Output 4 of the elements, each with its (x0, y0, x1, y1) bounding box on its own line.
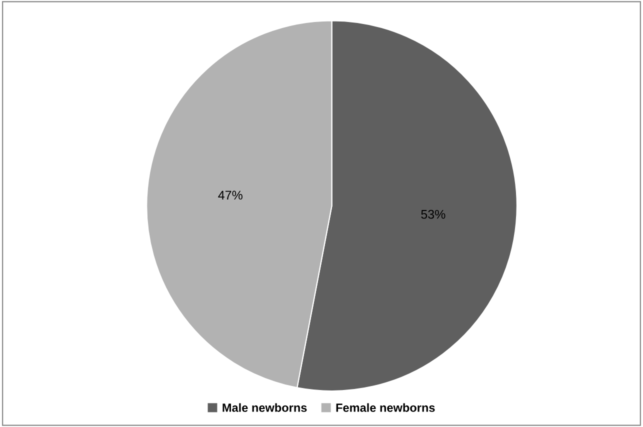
legend-label: Male newborns (222, 403, 307, 412)
data-label: 53% (421, 210, 446, 219)
data-label: 47% (218, 190, 242, 200)
legend-label: Female newborns (336, 403, 435, 412)
